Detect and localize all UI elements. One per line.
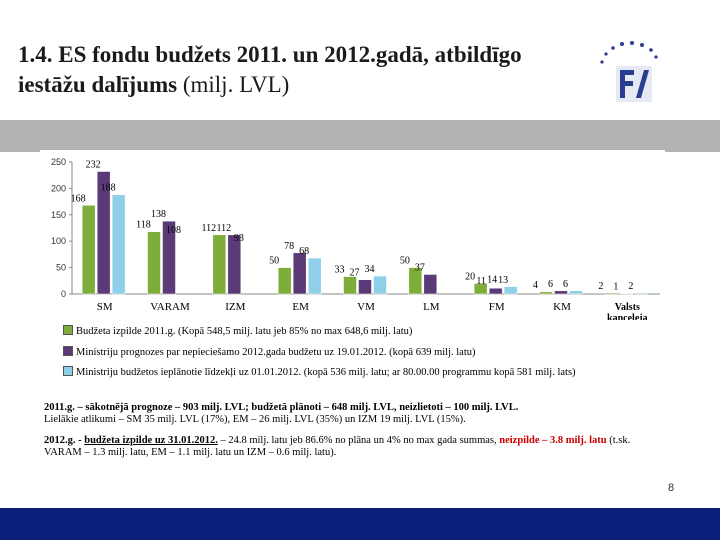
category-label: kanceleja bbox=[607, 313, 648, 320]
footer-bar bbox=[0, 508, 720, 540]
notes: 2011.g. – sākotnējā prognoze – 903 milj.… bbox=[44, 402, 664, 468]
bar-KM-s0 bbox=[539, 291, 553, 295]
category-label: LM bbox=[423, 301, 440, 313]
data-label: 6 bbox=[563, 279, 568, 290]
data-label: 93 bbox=[234, 233, 244, 244]
bar-IZM-s1 bbox=[227, 234, 242, 295]
data-label: 11 bbox=[476, 276, 486, 287]
category-label: VARAM bbox=[150, 301, 190, 313]
category-label: KM bbox=[553, 301, 571, 313]
chart-panel: 0 50 100 150 200 250 168 232 188 118 138 108 112 112 9… bbox=[40, 150, 665, 472]
category-label: Valsts bbox=[615, 302, 640, 313]
category-label: IZM bbox=[225, 301, 245, 313]
data-label: 37 bbox=[415, 262, 425, 273]
y-tick-label: 150 bbox=[51, 210, 66, 220]
bar-Valsts kanceleja-s2 bbox=[634, 292, 649, 295]
bar-FM-s1 bbox=[488, 287, 503, 295]
bar-SM-s2 bbox=[111, 194, 126, 295]
y-tick-label: 100 bbox=[51, 236, 66, 246]
data-label: 1 bbox=[613, 281, 618, 292]
bar-KM-s2 bbox=[569, 290, 583, 295]
legend-swatch-purple bbox=[63, 346, 73, 356]
bar-IZM-s0 bbox=[212, 234, 227, 295]
bar-VM-s1 bbox=[358, 279, 372, 295]
data-label: 34 bbox=[365, 264, 375, 275]
bar-EM-s0 bbox=[277, 267, 292, 295]
data-label: 68 bbox=[299, 246, 309, 257]
data-label: 188 bbox=[101, 183, 116, 194]
bar-FM-s2 bbox=[503, 286, 518, 295]
bar-VARAM-s0 bbox=[147, 231, 161, 295]
data-label: 6 bbox=[548, 279, 553, 290]
data-label: 112 bbox=[202, 223, 217, 234]
bar-Valsts kanceleja-s1 bbox=[619, 293, 634, 295]
category-label: VM bbox=[357, 301, 375, 313]
page-number: 8 bbox=[668, 482, 675, 494]
data-label: 27 bbox=[350, 268, 360, 279]
data-label: 118 bbox=[136, 220, 151, 231]
bar-LM-s1 bbox=[423, 274, 438, 295]
bar-Valsts kanceleja-s0 bbox=[604, 292, 619, 295]
bar-SM-s1 bbox=[96, 171, 111, 295]
data-label: 112 bbox=[217, 223, 232, 234]
data-label: 2 bbox=[628, 281, 633, 292]
data-label: 168 bbox=[71, 193, 86, 204]
title-bold: 1.4. ES fondu budžets 2011. un 2012.gadā… bbox=[18, 42, 522, 97]
bar-VARAM-s1 bbox=[162, 220, 176, 295]
data-label: 33 bbox=[335, 265, 345, 276]
bar-VM-s0 bbox=[343, 276, 357, 295]
slide-title: 1.4. ES fondu budžets 2011. un 2012.gadā… bbox=[18, 40, 578, 100]
bar-FM-s0 bbox=[473, 283, 488, 295]
bar-EM-s1 bbox=[292, 252, 307, 295]
y-tick-label: 50 bbox=[56, 263, 66, 273]
note-2011: 2011.g. – sākotnējā prognoze – 903 milj.… bbox=[44, 402, 519, 425]
title-unit: (milj. LVL) bbox=[182, 72, 290, 97]
data-label: 232 bbox=[86, 160, 101, 171]
y-tick-label: 200 bbox=[51, 183, 66, 193]
bar-SM-s0 bbox=[81, 205, 96, 295]
bar-KM-s1 bbox=[554, 290, 568, 295]
gray-band bbox=[0, 120, 720, 152]
y-tick-label: 0 bbox=[61, 289, 66, 299]
logo-letters: FM bbox=[648, 113, 650, 115]
data-label: 50 bbox=[269, 256, 279, 267]
data-label: 14 bbox=[487, 275, 497, 286]
data-label: 2 bbox=[598, 281, 603, 292]
data-label: 13 bbox=[498, 275, 508, 286]
y-tick-label: 250 bbox=[51, 157, 66, 167]
legend-item-planned: Ministriju budžetos ieplānotie līdzekļi … bbox=[63, 366, 576, 379]
category-label: EM bbox=[292, 301, 309, 313]
category-label: FM bbox=[489, 301, 505, 313]
data-label: 50 bbox=[400, 256, 410, 267]
data-label: 20 bbox=[465, 271, 475, 282]
legend-item-forecast: Ministriju prognozes par nepieciešamo 20… bbox=[63, 346, 476, 359]
data-label: 138 bbox=[151, 209, 166, 220]
data-label: 108 bbox=[166, 225, 181, 236]
legend-swatch-blue bbox=[63, 366, 73, 376]
note-2012: 2012.g. - budžeta izpilde uz 31.01.2012.… bbox=[44, 435, 631, 458]
data-label: 78 bbox=[284, 241, 294, 252]
bar-EM-s2 bbox=[307, 257, 322, 295]
data-label: 4 bbox=[533, 280, 538, 291]
eu-fm-logo-icon: FM bbox=[600, 41, 658, 115]
legend-item-execution: Budžeta izpilde 2011.g. (Kopā 548,5 milj… bbox=[63, 325, 412, 338]
bar-VM-s2 bbox=[373, 275, 387, 295]
category-label: SM bbox=[97, 301, 113, 313]
legend-swatch-green bbox=[63, 325, 73, 335]
bar-LM-s0 bbox=[408, 267, 423, 295]
